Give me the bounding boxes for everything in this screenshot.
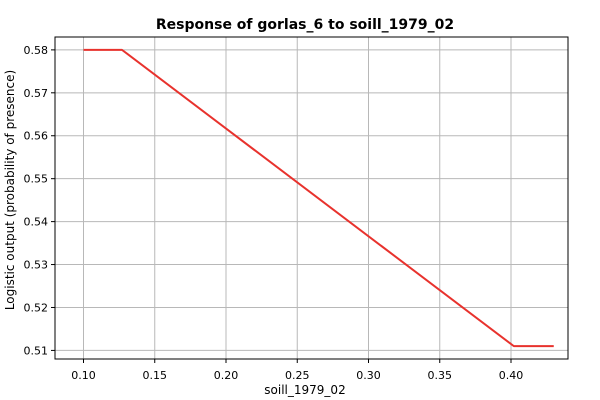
x-tick-label: 0.25	[285, 369, 310, 382]
series-layer	[83, 48, 554, 348]
x-tick-label: 0.10	[71, 369, 96, 382]
y-axis-label: Logistic output (probability of presence…	[3, 70, 17, 310]
x-tick-label: 0.15	[143, 369, 168, 382]
y-tick-label: 0.51	[24, 344, 49, 357]
grid-lines	[55, 37, 568, 359]
y-tick-label: 0.54	[24, 216, 49, 229]
y-tick-label: 0.55	[24, 173, 49, 186]
x-axis-ticks: 0.10 0.15 0.20 0.25 0.30 0.35 0.40	[71, 359, 523, 382]
y-tick-label: 0.52	[24, 301, 49, 314]
y-tick-label: 0.53	[24, 259, 49, 272]
y-tick-label: 0.57	[24, 87, 49, 100]
y-tick-label: 0.58	[24, 44, 49, 57]
plot-area-frame	[54, 36, 569, 360]
response-line	[83, 48, 554, 348]
y-axis-ticks: 0.51 0.52 0.53 0.54 0.55 0.56 0.57 0.58	[24, 44, 55, 357]
x-tick-label: 0.20	[214, 369, 239, 382]
x-tick-label: 0.40	[499, 369, 524, 382]
chart-title: Response of gorlas_6 to soill_1979_02	[156, 17, 454, 33]
x-tick-label: 0.35	[428, 369, 453, 382]
x-tick-label: 0.30	[356, 369, 381, 382]
y-tick-label: 0.56	[24, 130, 49, 143]
x-axis-label: soill_1979_02	[264, 383, 345, 397]
